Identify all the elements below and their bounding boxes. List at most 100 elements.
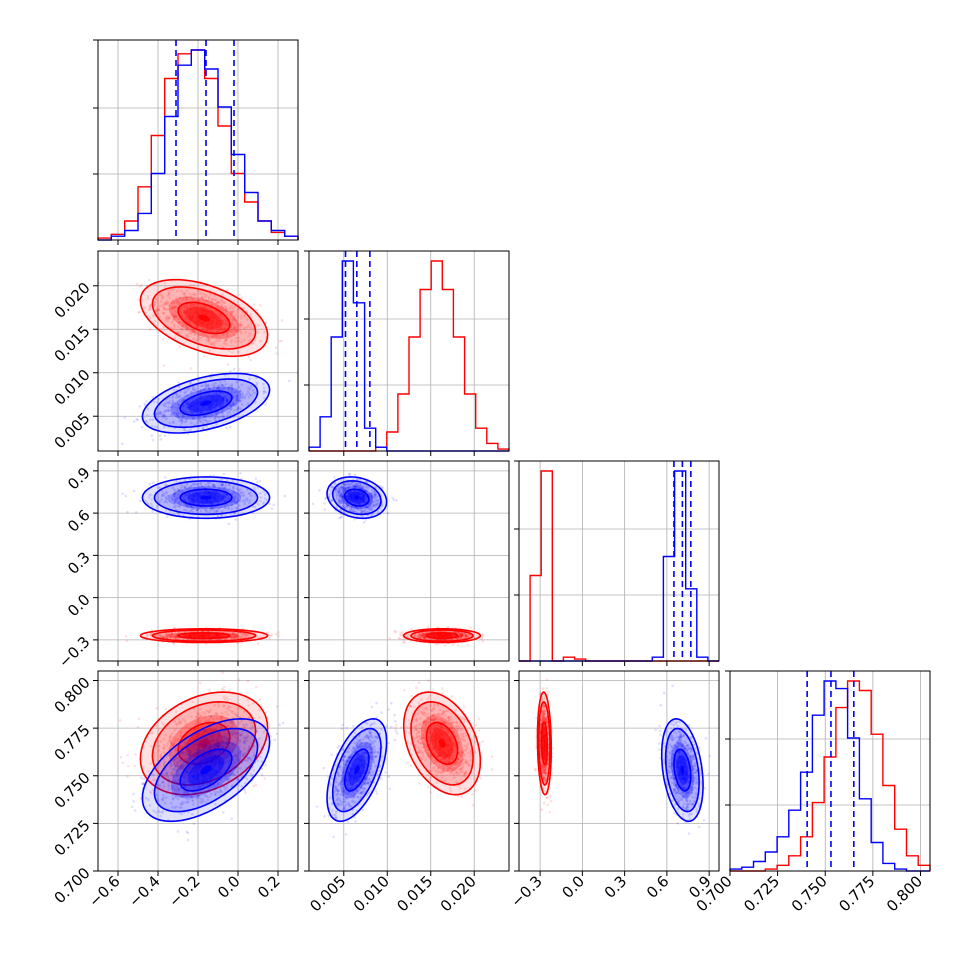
scatter-point (217, 398, 221, 402)
scatter-point (202, 320, 205, 324)
scatter-point (247, 334, 250, 338)
scatter-point (157, 486, 161, 490)
scatter-point (184, 402, 188, 406)
scatter-point (216, 305, 219, 308)
scatter-point (204, 312, 207, 316)
scatter-point (208, 406, 211, 409)
scatter-point (246, 634, 249, 638)
scatter-point (191, 314, 194, 318)
scatter-point (198, 416, 201, 419)
scatter-point (163, 635, 167, 639)
scatter-point (170, 312, 174, 315)
scatter-point (166, 634, 169, 638)
scatter-point (189, 283, 192, 287)
scatter-point (166, 301, 169, 305)
scatter-point (210, 395, 214, 398)
scatter-point (229, 404, 233, 407)
scatter-point (158, 635, 162, 638)
scatter-point (211, 399, 214, 402)
scatter-point (204, 419, 208, 422)
scatter-point (199, 394, 203, 398)
scatter-point (226, 400, 229, 403)
scatter-point (159, 633, 162, 637)
scatter-point (213, 394, 216, 398)
scatter-point (202, 309, 206, 313)
scatter-point (171, 632, 174, 635)
scatter-point (194, 634, 198, 638)
scatter-point (124, 635, 128, 638)
scatter-point (224, 322, 228, 326)
scatter-point (232, 326, 236, 330)
scatter-point (248, 332, 252, 335)
scatter-point (208, 329, 212, 333)
scatter-point (161, 311, 165, 315)
scatter-point (163, 410, 166, 413)
scatter-point (221, 383, 224, 387)
scatter-point (311, 502, 315, 506)
scatter-point (180, 314, 184, 317)
scatter-point (426, 625, 430, 629)
scatter-point (216, 306, 220, 310)
scatter-point (229, 311, 233, 314)
scatter-point (200, 324, 204, 327)
scatter-point (190, 391, 193, 395)
scatter-point (220, 399, 224, 403)
scatter-point (230, 328, 233, 332)
scatter-point (164, 301, 168, 304)
scatter-point (238, 635, 242, 639)
scatter-point (230, 637, 234, 641)
scatter-point (168, 636, 172, 640)
scatter-point (144, 419, 147, 423)
scatter-point (194, 404, 198, 408)
scatter-point (193, 402, 197, 406)
scatter-point (161, 635, 164, 638)
scatter-point (236, 396, 239, 400)
scatter-point (239, 632, 243, 636)
scatter-point (210, 633, 214, 637)
scatter-point (231, 632, 235, 635)
scatter-point (171, 299, 175, 302)
scatter-point (211, 313, 215, 316)
scatter-point (183, 309, 187, 312)
scatter-point (171, 400, 175, 404)
scatter-point (168, 408, 172, 412)
scatter-point (211, 491, 215, 495)
scatter-point (190, 509, 193, 512)
scatter-point (218, 634, 222, 638)
scatter-point (165, 417, 168, 421)
scatter-point (158, 434, 162, 438)
scatter-point (187, 295, 190, 299)
scatter-point (216, 386, 219, 390)
scatter-point (190, 499, 194, 503)
scatter-point (238, 330, 242, 334)
scatter-point (189, 402, 192, 405)
scatter-point (198, 397, 202, 400)
scatter-point (230, 637, 233, 640)
scatter-point (193, 312, 197, 315)
scatter-point (186, 307, 189, 311)
scatter-point (197, 335, 201, 338)
scatter-point (139, 499, 142, 503)
scatter-point (233, 635, 237, 639)
scatter-point (238, 293, 241, 297)
scatter-point (222, 688, 226, 692)
scatter-point (158, 500, 162, 504)
scatter-point (174, 305, 177, 309)
scatter-point (173, 635, 176, 639)
scatter-point (189, 634, 192, 638)
scatter-point (236, 329, 240, 333)
scatter-point (234, 402, 238, 405)
contour-line-1 (153, 378, 259, 429)
scatter-point (216, 634, 220, 638)
scatter-point (181, 419, 184, 423)
scatter-point (192, 633, 196, 636)
scatter-point (201, 426, 205, 430)
scatter-point (171, 420, 175, 424)
scatter-point (216, 329, 220, 333)
scatter-point (222, 309, 226, 312)
scatter-point (287, 379, 291, 383)
scatter-point (209, 396, 213, 399)
scatter-point (232, 333, 236, 336)
scatter-point (226, 400, 229, 403)
scatter-point (218, 506, 221, 510)
